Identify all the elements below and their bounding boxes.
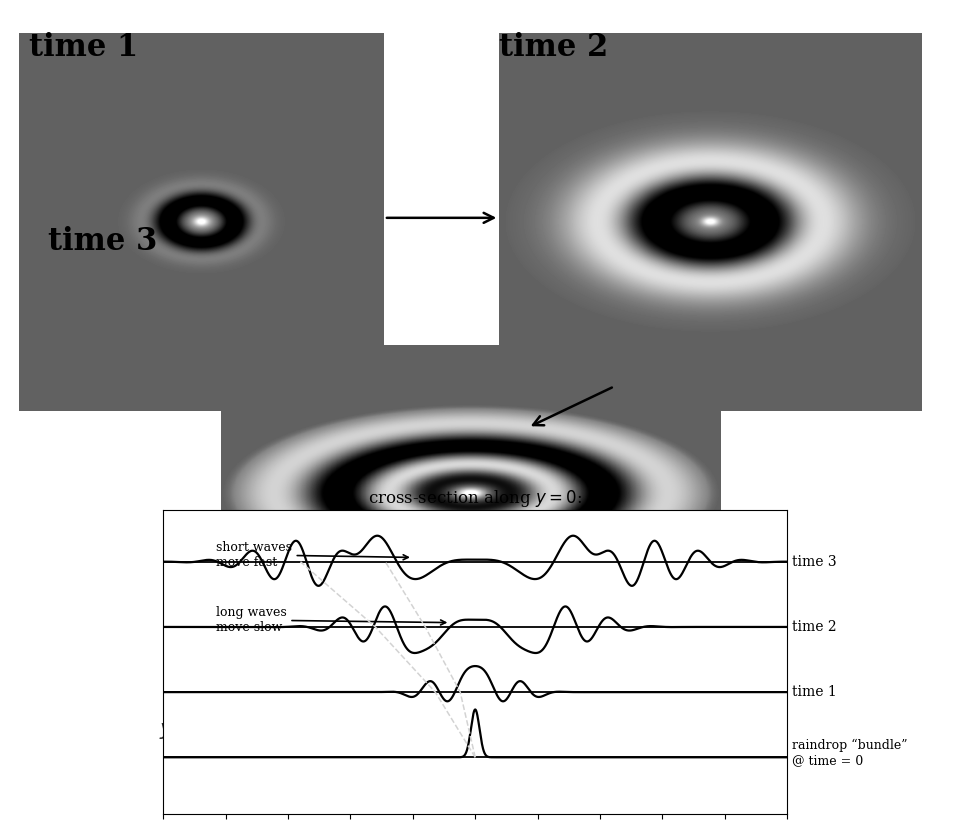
Text: -2: -2 (552, 734, 560, 743)
Text: 0: 0 (603, 735, 609, 744)
Title: cross-section along $y=0$:: cross-section along $y=0$: (368, 487, 583, 509)
Text: time 1: time 1 (792, 685, 837, 700)
Text: -6: -6 (452, 732, 460, 741)
Text: 4: 4 (235, 737, 240, 746)
Text: short waves
move fast: short waves move fast (216, 541, 408, 569)
Text: raindrop “bundle”
@ time = 0: raindrop “bundle” @ time = 0 (792, 738, 908, 768)
Text: -6: -6 (452, 732, 460, 741)
Text: 2: 2 (653, 736, 659, 745)
Text: 6: 6 (191, 737, 197, 746)
Text: 0: 0 (323, 735, 327, 744)
Text: $x$: $x$ (774, 718, 787, 736)
Text: 4: 4 (703, 737, 708, 746)
Text: 6: 6 (753, 737, 758, 746)
Text: long waves
move slow: long waves move slow (216, 606, 445, 634)
Text: -4: -4 (502, 733, 510, 742)
Text: time 3: time 3 (48, 226, 157, 257)
Text: -4: -4 (408, 733, 417, 742)
Text: time 3: time 3 (792, 555, 837, 569)
Text: 2: 2 (278, 736, 284, 745)
Text: $y$: $y$ (159, 721, 176, 741)
Text: time 1: time 1 (29, 32, 138, 62)
Text: -2: -2 (365, 734, 372, 743)
Text: time 2: time 2 (792, 620, 837, 634)
Text: time 2: time 2 (499, 32, 609, 62)
